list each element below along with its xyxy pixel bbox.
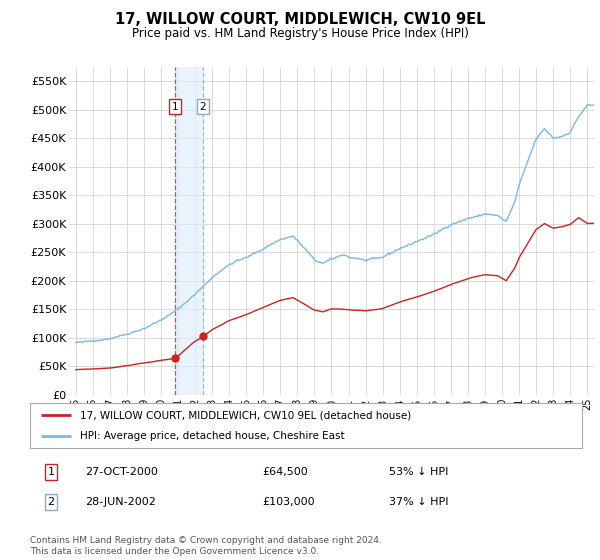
Text: 27-OCT-2000: 27-OCT-2000 — [85, 466, 158, 477]
Text: Contains HM Land Registry data © Crown copyright and database right 2024.
This d: Contains HM Land Registry data © Crown c… — [30, 536, 382, 556]
Text: 2: 2 — [47, 497, 55, 507]
Text: 17, WILLOW COURT, MIDDLEWICH, CW10 9EL (detached house): 17, WILLOW COURT, MIDDLEWICH, CW10 9EL (… — [80, 410, 411, 421]
Text: 28-JUN-2002: 28-JUN-2002 — [85, 497, 156, 507]
Text: 37% ↓ HPI: 37% ↓ HPI — [389, 497, 448, 507]
Text: Price paid vs. HM Land Registry's House Price Index (HPI): Price paid vs. HM Land Registry's House … — [131, 27, 469, 40]
Text: 1: 1 — [47, 466, 55, 477]
Text: 17, WILLOW COURT, MIDDLEWICH, CW10 9EL: 17, WILLOW COURT, MIDDLEWICH, CW10 9EL — [115, 12, 485, 27]
Text: 2: 2 — [200, 101, 206, 111]
Text: HPI: Average price, detached house, Cheshire East: HPI: Average price, detached house, Ches… — [80, 431, 344, 441]
Text: 53% ↓ HPI: 53% ↓ HPI — [389, 466, 448, 477]
Bar — [175, 67, 203, 395]
Text: 1: 1 — [172, 101, 178, 111]
Text: £64,500: £64,500 — [262, 466, 308, 477]
Text: £103,000: £103,000 — [262, 497, 314, 507]
